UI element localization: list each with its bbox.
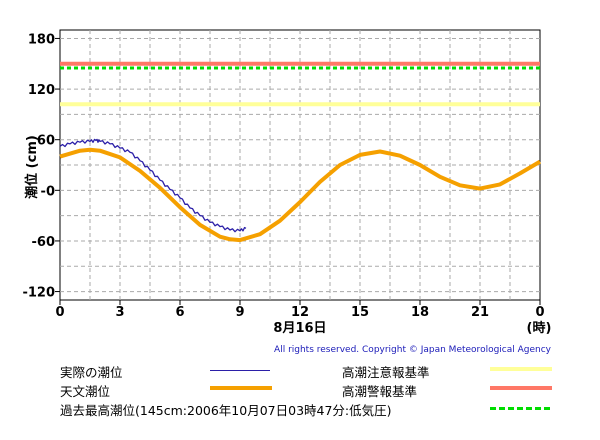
x-axis-title: 8月16日 bbox=[273, 321, 326, 336]
y-tick-label: -60 bbox=[32, 235, 56, 250]
axes: 0 3 6 9 12 15 18 21 0 180 120 60 -0 -60 -120 bbox=[22, 32, 544, 320]
y-tick-label: -120 bbox=[22, 286, 55, 301]
legend-advisory-swatch bbox=[490, 367, 552, 371]
legend-observed-swatch bbox=[210, 370, 270, 371]
tide-chart: 0 3 6 9 12 15 18 21 0 180 120 60 -0 -60 -120 潮位 (cm) 8… bbox=[22, 29, 552, 355]
x-tick-label: 0 bbox=[55, 305, 64, 320]
legend-observed-label: 実際の潮位 bbox=[60, 365, 123, 380]
legend-record-swatch bbox=[490, 407, 550, 410]
x-tick-label: 21 bbox=[471, 305, 489, 320]
x-axis-unit: (時) bbox=[527, 320, 552, 336]
x-tick-label: 3 bbox=[115, 305, 124, 320]
x-tick-label: 15 bbox=[351, 305, 369, 320]
legend-astronomical-label: 天文潮位 bbox=[60, 384, 111, 399]
legend-record-label: 過去最高潮位(145cm:2006年10月07日03時47分:低気圧) bbox=[60, 403, 392, 418]
x-tick-label: 9 bbox=[235, 305, 244, 320]
x-tick-label: 0 bbox=[535, 305, 544, 320]
x-tick-label: 12 bbox=[291, 305, 309, 320]
astronomical-tide-line bbox=[59, 147, 542, 243]
legend-astronomical-swatch bbox=[210, 386, 272, 390]
threshold-lines bbox=[60, 61, 540, 107]
observed-tide-line bbox=[59, 138, 247, 233]
legend-warning-label: 高潮警報基準 bbox=[342, 384, 418, 399]
y-axis-title: 潮位 (cm) bbox=[24, 135, 40, 199]
legend-advisory-label: 高潮注意報基準 bbox=[342, 365, 430, 380]
series-group bbox=[59, 138, 542, 243]
x-tick-label: 18 bbox=[411, 305, 429, 320]
y-tick-label: 120 bbox=[28, 83, 55, 98]
y-tick-label: -0 bbox=[41, 184, 55, 199]
y-tick-label: 180 bbox=[28, 32, 55, 47]
x-tick-label: 6 bbox=[175, 305, 184, 320]
copyright-notice: All rights reserved. Copyright © Japan M… bbox=[274, 345, 552, 355]
legend-warning-swatch bbox=[490, 386, 552, 390]
y-tick-label: 60 bbox=[37, 134, 55, 149]
